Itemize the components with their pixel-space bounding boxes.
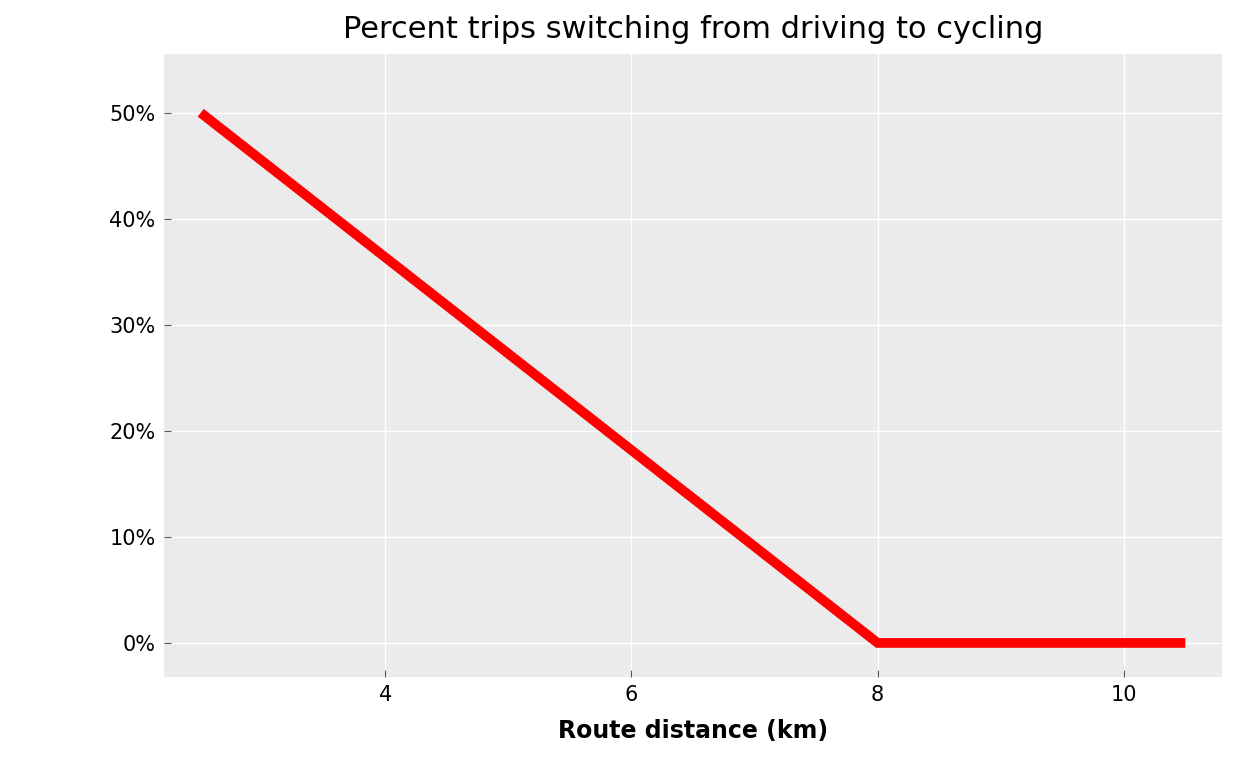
Title: Percent trips switching from driving to cycling: Percent trips switching from driving to … xyxy=(343,15,1043,44)
X-axis label: Route distance (km): Route distance (km) xyxy=(558,719,828,743)
